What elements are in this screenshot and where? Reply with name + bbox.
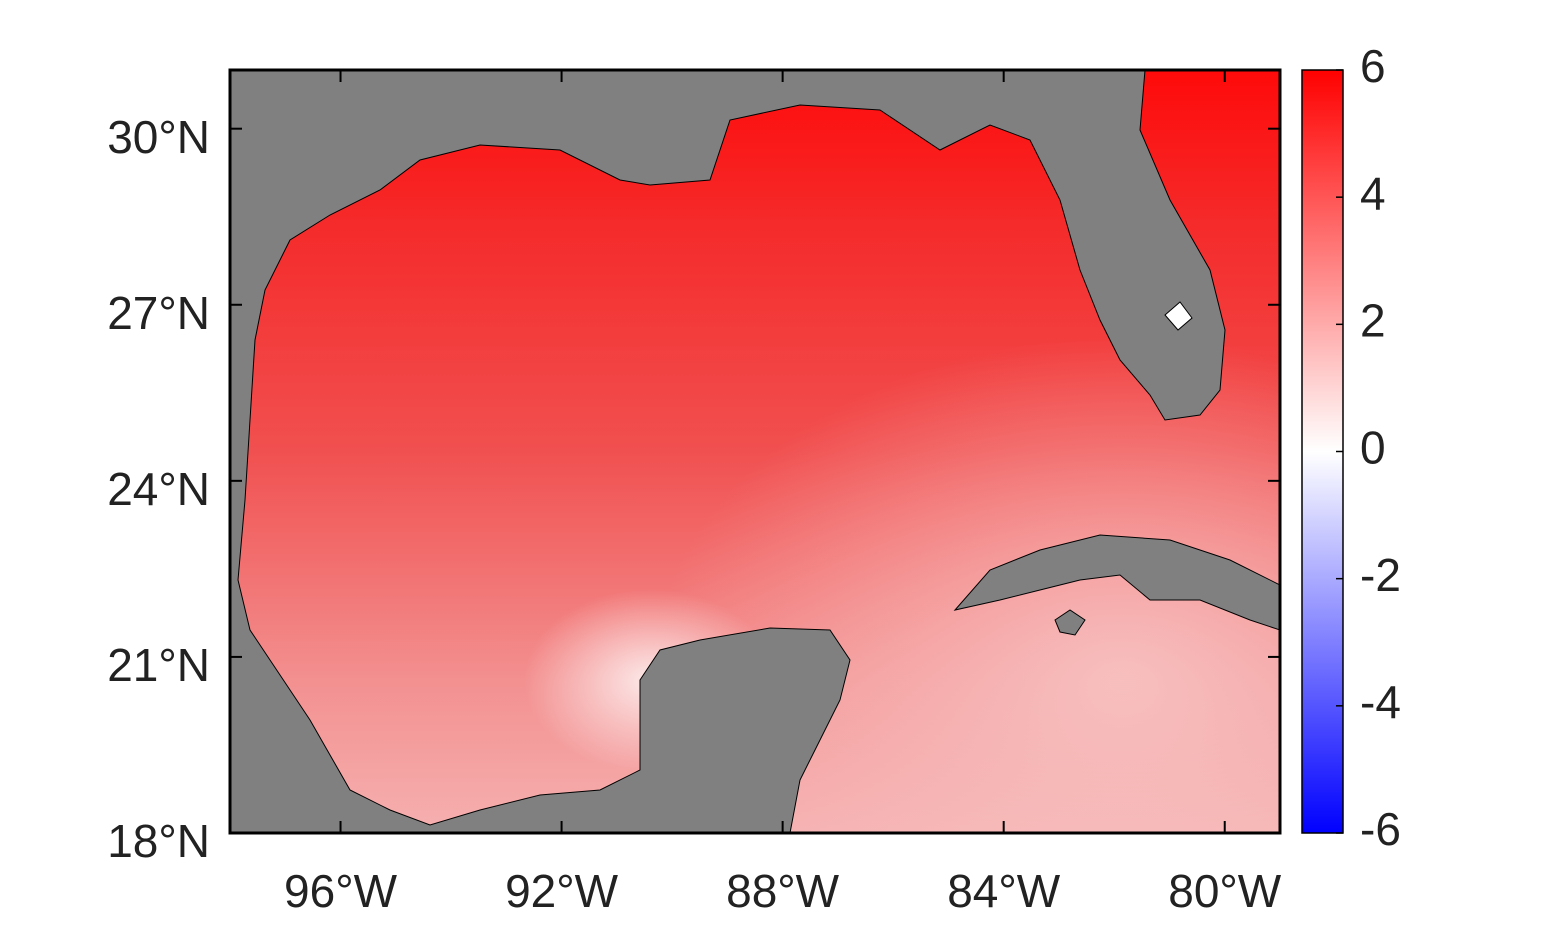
x-tick-label: 80°W [1168,865,1282,917]
land [1054,609,1086,636]
y-tick-label: 21°N [107,639,210,691]
plot-frame [228,68,1282,835]
lake [1164,301,1193,331]
colorbar-tick-label: -4 [1360,676,1401,728]
x-tick-label: 92°W [505,865,619,917]
x-tick-label: 84°W [947,865,1061,917]
map-area [230,70,1280,833]
colorbar-tick-label: 2 [1360,294,1386,346]
y-tick-label: 30°N [107,111,210,163]
x-tick-label: 88°W [726,865,840,917]
land [230,70,1226,833]
y-tick-label: 18°N [107,815,210,867]
colorbar-tick-label: -6 [1360,803,1401,855]
y-tick-label: 27°N [107,287,210,339]
y-tick-label: 24°N [107,463,210,515]
land [953,534,1280,631]
colorbar-tick-label: 0 [1360,422,1386,474]
colorbar-tick-label: -2 [1360,549,1401,601]
x-tick-label: 96°W [284,865,398,917]
colorbar-tick-label: 4 [1360,167,1386,219]
colorbar-tick-label: 6 [1360,40,1386,92]
